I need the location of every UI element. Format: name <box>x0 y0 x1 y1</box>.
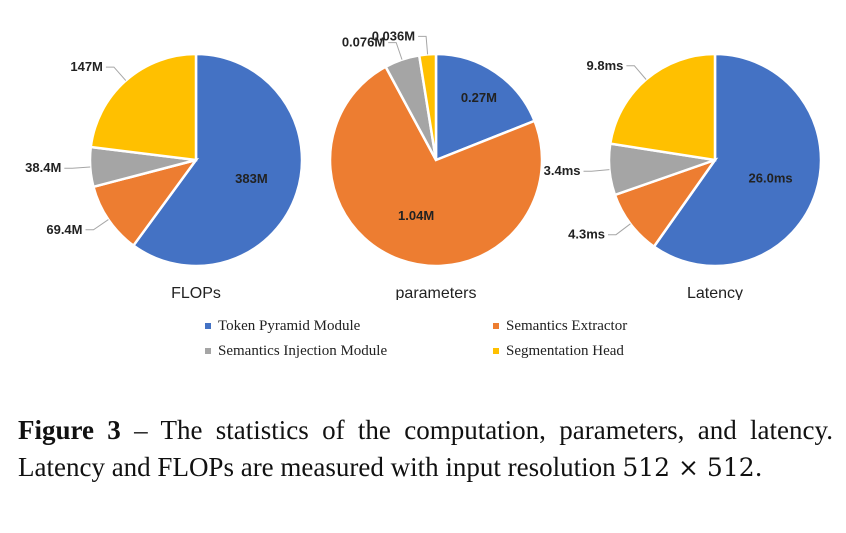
data-label-flops-3: 147M <box>70 59 103 74</box>
chart-title-latency: Latency <box>687 285 743 300</box>
leader-line-parameters-3 <box>418 35 429 55</box>
data-label-parameters-3: 0.036M <box>372 28 415 43</box>
legend-swatch <box>493 347 499 354</box>
pie-charts: 383M 69.4M 38.4M 147M FLOPs 0.27M 1.04M 0.076M0… <box>25 28 823 300</box>
data-label-latency-3: 9.8ms <box>587 58 624 73</box>
legend-swatch <box>205 347 211 354</box>
legend-label: Semantics Injection Module <box>218 343 388 359</box>
data-label-parameters-0: 0.27M <box>461 90 497 105</box>
leader-line-latency-3 <box>626 65 647 80</box>
data-label-flops-2: 38.4M <box>25 160 61 175</box>
leader-line-latency-2 <box>583 169 610 172</box>
caption-text: The statistics of the computation, param… <box>18 415 834 482</box>
legend-swatch <box>205 322 211 329</box>
pie-slice-flops-token-pyramid-module <box>131 52 304 268</box>
chart-title-flops: FLOPs <box>171 285 221 300</box>
data-label-latency-0: 26.0ms <box>749 171 793 186</box>
pie-slice-parameters-segmentation-head <box>417 52 438 161</box>
legend-label: Segmentation Head <box>506 343 624 359</box>
pie-slice-latency-segmentation-head <box>608 52 717 162</box>
caption-label: Figure 3 <box>18 415 121 445</box>
pie-slice-parameters-semantics-extractor <box>328 65 544 268</box>
leader-line-latency-1 <box>608 223 631 236</box>
pie-slice-parameters-token-pyramid-module <box>434 52 537 162</box>
chart-title-parameters: parameters <box>396 285 477 300</box>
leader-line-flops-1 <box>85 219 109 231</box>
data-label-latency-2: 3.4ms <box>544 163 581 178</box>
data-label-flops-1: 69.4M <box>46 222 82 237</box>
leader-line-flops-3 <box>105 66 127 81</box>
figure-caption: Figure 3 – The statistics of the computa… <box>18 412 833 486</box>
data-label-latency-1: 4.3ms <box>568 227 605 242</box>
legend-item-segmentation-head: Segmentation Head <box>493 343 624 360</box>
legend-item-semantics-injection: Semantics Injection Module <box>205 343 387 360</box>
legend-item-semantics-extractor: Semantics Extractor <box>493 318 627 335</box>
data-label-parameters-1: 1.04M <box>398 208 434 223</box>
pie-slice-latency-token-pyramid-module <box>652 52 823 268</box>
legend-label: Token Pyramid Module <box>218 318 361 334</box>
data-label-flops-0: 383M <box>235 171 268 186</box>
legend-swatch <box>493 322 499 329</box>
pie-slice-flops-segmentation-head <box>89 52 198 162</box>
caption-dash: – <box>134 415 148 445</box>
leader-line-parameters-2 <box>388 42 403 60</box>
caption-math: 512 × 512. <box>622 453 763 482</box>
legend-label: Semantics Extractor <box>506 318 628 334</box>
data-label-parameters-2: 0.076M <box>342 35 385 50</box>
leader-line-flops-2 <box>64 166 91 169</box>
legend-item-token-pyramid: Token Pyramid Module <box>205 318 360 335</box>
